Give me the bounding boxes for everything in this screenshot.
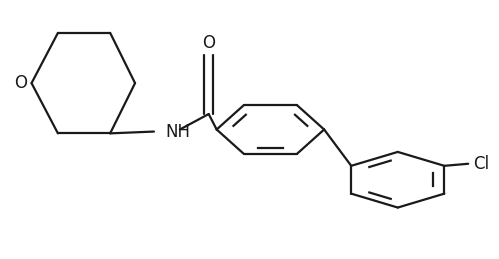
Text: O: O xyxy=(14,74,27,92)
Text: NH: NH xyxy=(165,123,190,141)
Text: O: O xyxy=(202,34,215,52)
Text: Cl: Cl xyxy=(473,155,490,173)
